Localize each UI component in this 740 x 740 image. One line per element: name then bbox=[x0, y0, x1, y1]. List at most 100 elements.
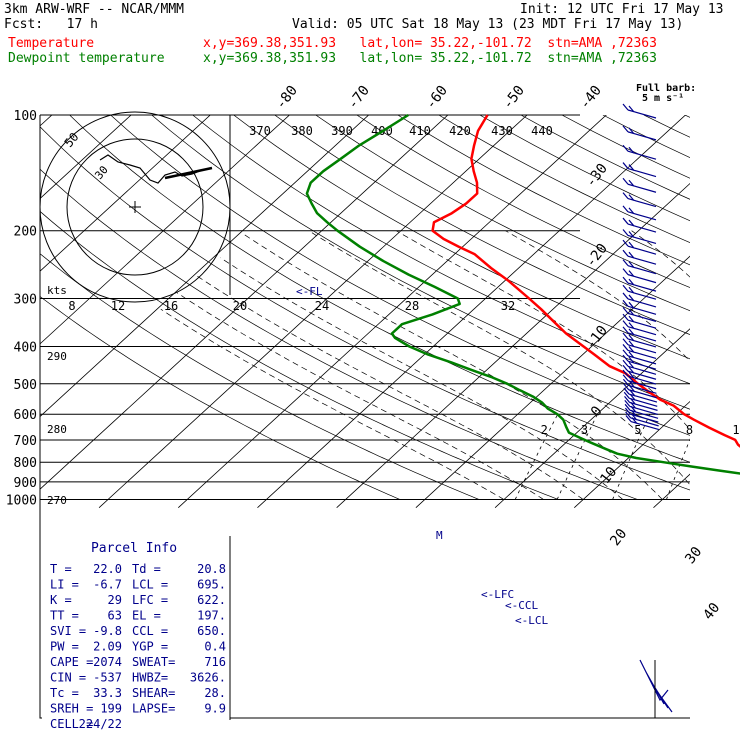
parcel-key: EL = bbox=[132, 609, 161, 623]
theta-label: 370 bbox=[249, 124, 271, 138]
isotherm bbox=[653, 473, 690, 508]
hodograph-speed-label: 28 bbox=[405, 299, 419, 313]
wind-barb-shaft bbox=[622, 103, 657, 119]
hodograph-trace-bold bbox=[164, 166, 213, 180]
theta-label: 380 bbox=[291, 124, 313, 138]
isotherm bbox=[40, 115, 132, 200]
wind-barb bbox=[622, 217, 657, 233]
parcel-key: LAPSE= bbox=[132, 702, 175, 716]
hodograph-speed-label: 16 bbox=[164, 299, 178, 313]
dry-adiabats bbox=[40, 115, 740, 500]
isotherm-label: -60 bbox=[423, 83, 451, 113]
parcel-value: 224/22 bbox=[79, 717, 122, 731]
wind-barb bbox=[622, 306, 657, 322]
wind-barb bbox=[622, 292, 657, 308]
moist-adiabat bbox=[194, 274, 584, 500]
lcl-marker: <-LCL bbox=[515, 614, 548, 627]
wind-barb bbox=[622, 205, 657, 221]
wind-barb bbox=[622, 354, 657, 370]
parcel-key: YGP = bbox=[132, 640, 168, 654]
mixing-ratio-line bbox=[556, 414, 598, 500]
wind-barb-shaft bbox=[624, 400, 658, 415]
pressure-label: 1000 bbox=[6, 494, 37, 509]
wind-barb-shaft bbox=[622, 229, 657, 245]
dry-adiabat bbox=[643, 115, 690, 138]
parcel-key: LI = bbox=[50, 578, 79, 592]
wind-barb bbox=[622, 326, 657, 342]
wind-barb bbox=[622, 299, 657, 315]
wind-barb-shaft bbox=[622, 284, 657, 300]
hodograph-dir-label: 270 bbox=[47, 494, 67, 507]
hodograph-ring-label: 30 bbox=[92, 163, 110, 182]
wind-barb bbox=[622, 259, 657, 275]
dry-adiabat bbox=[40, 210, 559, 500]
parcel-key: LFC = bbox=[132, 593, 168, 607]
mixing-ratio-label: 5 bbox=[634, 423, 641, 437]
parcel-value: 20.8 bbox=[197, 562, 226, 576]
parcel-key: CCL = bbox=[132, 624, 168, 638]
dry-adiabat bbox=[40, 126, 690, 491]
isotherm-label: -70 bbox=[345, 83, 373, 113]
wind-barb bbox=[622, 192, 657, 208]
ccl-marker: <-CCL bbox=[505, 599, 538, 612]
barb-legend-title: Full barb: bbox=[636, 83, 697, 94]
isotherm-label: -80 bbox=[273, 83, 301, 113]
moist-adiabat bbox=[244, 234, 663, 500]
isotherm-label: -40 bbox=[577, 83, 605, 113]
wind-barb-shaft bbox=[622, 239, 657, 255]
parcel-key: Tc = bbox=[50, 686, 79, 700]
isotherm bbox=[178, 115, 607, 508]
pressure-label: 300 bbox=[14, 292, 37, 307]
isotherm-label: 0 bbox=[588, 403, 606, 419]
moist-adiabat bbox=[505, 230, 690, 362]
mixing-ratio-label: 12 bbox=[732, 423, 740, 437]
wind-barb-shaft bbox=[622, 268, 657, 284]
wind-barb bbox=[625, 411, 659, 427]
mixing-ratio-line bbox=[514, 414, 559, 500]
dry-adiabat bbox=[315, 115, 690, 312]
wind-barb-shaft bbox=[622, 276, 657, 292]
theta-label: 440 bbox=[531, 124, 553, 138]
hodograph-speed-label: 32 bbox=[501, 299, 515, 313]
isotherm-label: 40 bbox=[700, 600, 723, 623]
theta-label: 390 bbox=[331, 124, 353, 138]
wind-barb-low bbox=[639, 659, 673, 713]
parcel-key: CIN = bbox=[50, 671, 86, 685]
wind-barb bbox=[622, 103, 657, 119]
parcel-value: 33.3 bbox=[93, 686, 122, 700]
legend-temperature-label: Temperature bbox=[8, 36, 95, 51]
wind-barb bbox=[622, 344, 657, 360]
hodograph-ring bbox=[66, 138, 204, 276]
parcel-key: TT = bbox=[50, 609, 79, 623]
parcel-value: -6.7 bbox=[93, 578, 122, 592]
dry-adiabat bbox=[726, 115, 740, 500]
wind-barb bbox=[622, 162, 657, 178]
mixing-ratio-label: 2 bbox=[541, 423, 548, 437]
barb-legend-unit: 5 m s⁻¹ bbox=[642, 93, 685, 104]
parcel-value: 650. bbox=[197, 624, 226, 638]
parcel-value: -537 bbox=[93, 671, 122, 685]
isotherm-label: 20 bbox=[607, 526, 630, 549]
wind-barb bbox=[622, 332, 657, 348]
parcel-value: 63 bbox=[108, 609, 122, 623]
dry-adiabat bbox=[192, 115, 690, 385]
wind-barb bbox=[622, 229, 657, 245]
header-init: Init: 12 UTC Fri 17 May 13 bbox=[520, 2, 724, 17]
mixing-ratio-label: 3 bbox=[581, 423, 588, 437]
isotherm bbox=[415, 255, 690, 508]
parcel-value: 28. bbox=[204, 686, 226, 700]
parcel-value: 9.9 bbox=[204, 702, 226, 716]
wind-barb bbox=[622, 144, 657, 160]
wind-barb-shaft bbox=[622, 364, 657, 380]
isotherm bbox=[40, 115, 291, 345]
wind-barb-shaft bbox=[622, 259, 657, 275]
wind-barb-shaft bbox=[625, 411, 659, 427]
hodograph-kts-label: kts bbox=[47, 284, 67, 297]
mixing-ratio-line bbox=[666, 438, 690, 500]
wind-barb-shaft bbox=[622, 306, 657, 322]
isotherm-label: -30 bbox=[583, 161, 611, 191]
wind-barb-shaft bbox=[622, 299, 657, 315]
dry-adiabat bbox=[684, 115, 690, 118]
wind-barb-shaft bbox=[622, 374, 657, 390]
legend-dewpoint-info: x,y=369.38,351.93 lat,lon= 35.22,-101.72… bbox=[203, 51, 657, 66]
